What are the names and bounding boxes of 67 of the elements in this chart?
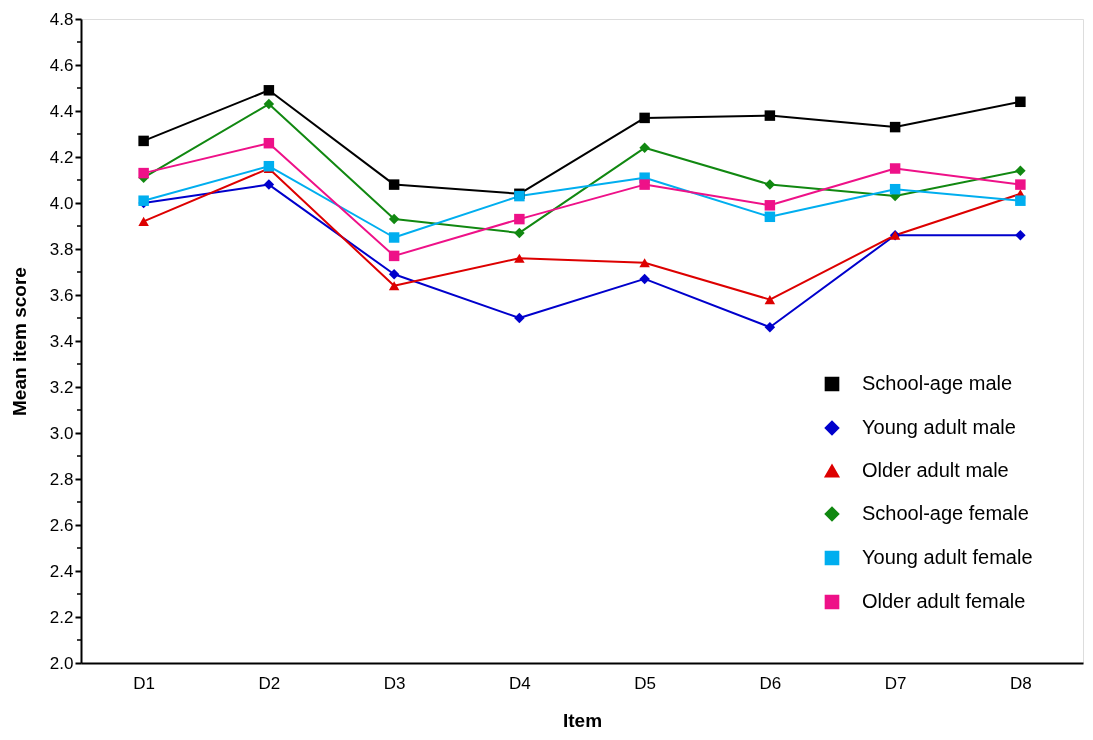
point	[263, 85, 275, 96]
legend-label: Older adult female	[862, 590, 1026, 612]
point	[138, 135, 149, 147]
point	[639, 142, 650, 154]
point	[764, 295, 776, 305]
point	[639, 112, 650, 124]
point	[514, 213, 525, 225]
point	[764, 110, 776, 121]
point	[138, 167, 149, 179]
point	[764, 200, 776, 211]
x-tick-label: D1	[133, 673, 155, 693]
point	[764, 211, 776, 223]
x-tick-label: D3	[383, 673, 406, 693]
y-tick-label: 2.2	[49, 607, 74, 627]
point	[764, 179, 776, 190]
point	[639, 258, 650, 268]
point	[889, 163, 901, 174]
point	[764, 321, 776, 333]
y-tick-label: 4.6	[49, 55, 74, 75]
x-tick-label: D7	[884, 673, 907, 693]
point	[514, 253, 525, 263]
y-tick-label: 3.4	[49, 331, 74, 351]
point	[889, 121, 901, 133]
y-tick-label: 3.6	[49, 285, 74, 305]
point	[138, 216, 149, 226]
y-tick-label: 2.4	[49, 561, 74, 581]
x-tick-label: D2	[258, 673, 281, 693]
point	[388, 250, 400, 262]
y-tick-label: 4.8	[49, 9, 74, 29]
point	[639, 273, 650, 285]
point	[388, 269, 400, 280]
legend-label: Young adult female	[862, 546, 1033, 568]
x-tick-label: D4	[509, 673, 531, 693]
point	[514, 312, 525, 324]
y-tick-label: 4.0	[49, 193, 74, 213]
point	[388, 232, 400, 243]
y-tick-label: 3.8	[49, 239, 74, 259]
x-axis-title: Item	[562, 709, 603, 731]
point	[514, 227, 525, 239]
point	[1015, 165, 1026, 177]
point	[263, 137, 275, 149]
y-tick-label: 2.8	[49, 469, 74, 489]
point	[639, 179, 650, 190]
point	[1015, 96, 1026, 108]
point	[1015, 195, 1026, 206]
legend-label: Young adult male	[862, 416, 1016, 438]
legend-label: School-age male	[862, 372, 1013, 394]
legend-label: School-age female	[862, 502, 1029, 524]
point	[388, 213, 400, 225]
y-tick-label: 4.4	[49, 101, 74, 121]
x-tick-label: D8	[1010, 673, 1032, 693]
point	[388, 179, 400, 190]
point	[1015, 179, 1026, 190]
point	[388, 281, 400, 291]
y-tick-label: 2.0	[49, 653, 74, 673]
x-tick-label: D6	[759, 673, 782, 693]
point	[263, 179, 275, 190]
x-tick-label: D5	[634, 673, 656, 693]
point	[1015, 229, 1026, 241]
point	[263, 98, 275, 110]
y-tick-label: 3.2	[49, 377, 74, 397]
legend-label: Older adult male	[862, 459, 1009, 481]
point	[889, 183, 901, 195]
y-axis-title: Mean item score	[8, 267, 30, 416]
y-tick-label: 2.6	[49, 515, 74, 535]
y-tick-label: 4.2	[49, 147, 74, 167]
y-tick-label: 3.0	[49, 423, 74, 443]
